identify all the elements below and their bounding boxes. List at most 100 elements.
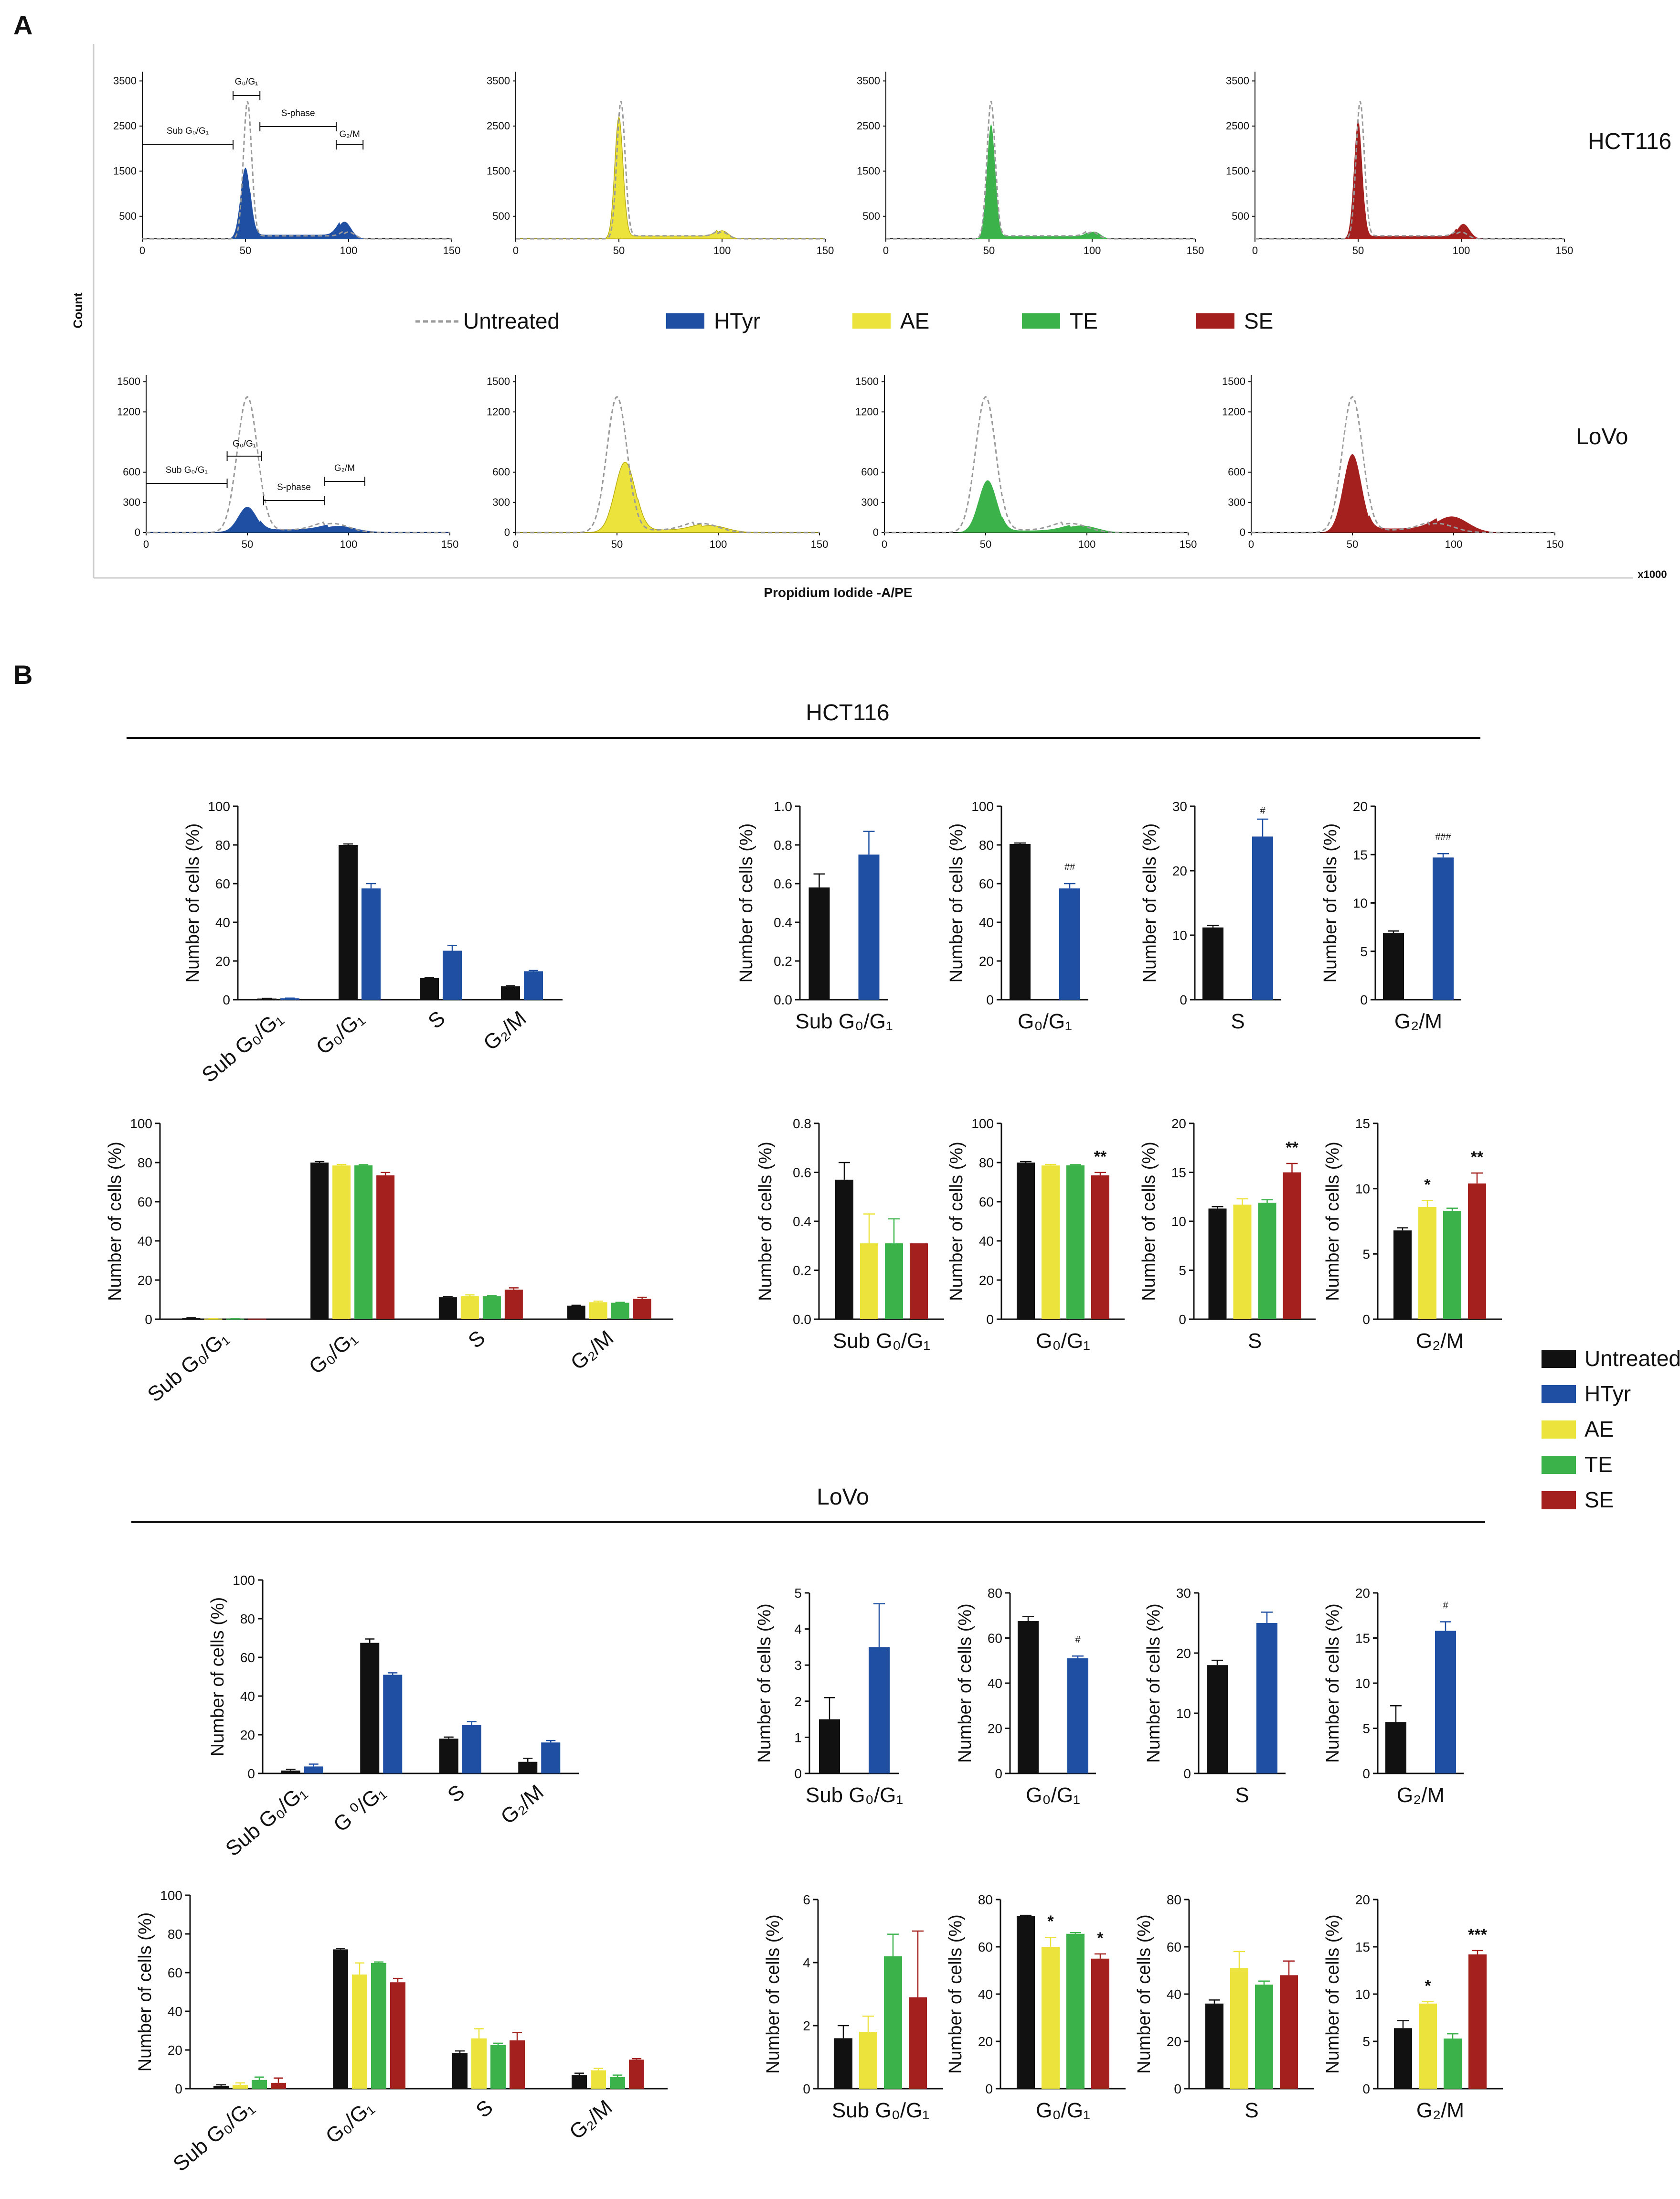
te-histogram (886, 124, 1195, 239)
significance-marker: * (1424, 1175, 1431, 1194)
bar-htyr-0 (280, 998, 299, 1000)
y-tick-label: 10 (1355, 1182, 1370, 1196)
chart-B-HCT116-G0G1-extracts: 0 20 40 60 80 100 Number of cells (%) ** G₀/G₁ (946, 1116, 1125, 1353)
x-category-label: G₀/G₁ (1036, 1329, 1090, 1353)
significance-marker: * (1047, 1912, 1054, 1931)
gate-bracket: G₂/M (336, 129, 364, 149)
y-axis-label: Number of cells (%) (736, 823, 756, 983)
ae-histogram (516, 116, 825, 239)
x-category-label: Sub G₀/G₁ (806, 1783, 903, 1807)
bar-te-2 (490, 2045, 506, 2089)
chart-B-LoVo-G0G1-HTyr: 0 20 40 60 80 Number of cells (%) # G₀/G₁ (955, 1586, 1096, 1807)
bar-htyr-2 (443, 950, 462, 1000)
bar-untreated (1383, 933, 1404, 1000)
bar-se-1 (390, 1982, 405, 2089)
y-tick-label: 40 (979, 915, 994, 930)
y-tick-label: 2500 (113, 120, 137, 132)
y-tick-label: 0 (1360, 993, 1368, 1007)
bar-se-1 (376, 1175, 395, 1319)
bar-te-0 (252, 2080, 267, 2089)
y-tick-label: 3500 (487, 75, 510, 86)
y-tick-label: 500 (492, 210, 510, 222)
x-tick-label: 0 (882, 538, 887, 550)
legend-label: AE (1584, 1417, 1614, 1441)
bar-se-3 (629, 2060, 644, 2089)
x-tick-label: 100 (1078, 538, 1096, 550)
bar-ae-2 (471, 2038, 487, 2089)
bar-se (1091, 1175, 1109, 1319)
bar-te (1443, 1211, 1461, 1319)
significance-marker: * (1425, 1977, 1431, 1995)
category-label: G ⁰/G₁ (329, 1780, 390, 1836)
panel-b-label: B (13, 660, 32, 690)
y-tick-label: 80 (168, 1927, 182, 1942)
bar-te (1258, 1203, 1276, 1319)
category-label: G₀/G₁ (305, 1326, 362, 1379)
y-tick-label: 0.4 (793, 1214, 811, 1229)
y-tick-label: 0 (223, 993, 230, 1007)
chart-B-HCT116-S-HTyr: 0 10 20 30 Number of cells (%) # S (1140, 799, 1281, 1033)
y-axis-label: Number of cells (%) (1134, 1914, 1154, 2074)
bar-untreated-2 (438, 1297, 457, 1319)
bar-untreated (834, 2038, 852, 2089)
bar-untreated (1394, 2028, 1412, 2089)
y-tick-label: 100 (971, 1116, 994, 1131)
bar-ae (1042, 1165, 1060, 1319)
panel-a-scale-label: x1000 (1637, 568, 1667, 580)
untreated-histogram (884, 395, 1188, 534)
bar-htyr (1433, 857, 1454, 1000)
panel-b-lovo-header: LoVo (817, 1484, 869, 1510)
bar-te (1066, 1165, 1085, 1319)
x-category-label: S (1248, 1329, 1262, 1353)
bar-ae (860, 1243, 878, 1319)
y-tick-label: 15 (1355, 1116, 1370, 1131)
chart-B-HCT116-SubG0G1-extracts: 0.0 0.2 0.4 0.6 0.8 Number of cells (%) Sub G₀… (755, 1116, 944, 1353)
untreated-histogram (1251, 395, 1555, 534)
x-tick-label: 150 (811, 538, 829, 550)
y-axis-label: Number of cells (%) (135, 1912, 155, 2072)
y-tick-label: 0.2 (793, 1263, 811, 1278)
category-label: G₀/G₁ (312, 1006, 369, 1059)
y-tick-label: 10 (1172, 928, 1187, 943)
y-axis-label: Number of cells (%) (755, 1603, 775, 1763)
y-tick-label: 1500 (117, 375, 140, 387)
legend-label: Untreated (1584, 1346, 1680, 1371)
y-tick-label: 20 (215, 954, 230, 969)
chart-B-LoVo-S-extracts: 0 20 40 60 80 Number of cells (%) S (1134, 1892, 1314, 2122)
x-category-label: S (1231, 1010, 1244, 1033)
bar-se-2 (510, 2040, 525, 2089)
y-tick-label: 60 (978, 1940, 993, 1954)
y-tick-label: 60 (979, 876, 994, 891)
panel-a-lovo-label: LoVo (1576, 424, 1628, 449)
y-tick-label: 0 (873, 526, 879, 538)
y-tick-label: 60 (138, 1195, 152, 1209)
category-label: Sub G₀/G₁ (197, 1006, 287, 1087)
y-tick-label: 0 (986, 1312, 994, 1327)
panel-a-count-label: Count (71, 292, 85, 328)
y-tick-label: 2500 (1226, 120, 1249, 132)
legend-a-se: SE (1196, 309, 1273, 333)
bar-untreated (1202, 927, 1223, 1000)
bar-te (1444, 2039, 1462, 2089)
y-axis-label: Number of cells (%) (1144, 1603, 1164, 1763)
legend-label: Untreated (463, 309, 560, 333)
bar-untreated-3 (518, 1761, 538, 1773)
significance-marker: # (1075, 1634, 1081, 1645)
bar-untreated (1017, 1163, 1035, 1319)
bar-htyr-2 (462, 1725, 481, 1773)
y-tick-label: 60 (1167, 1940, 1181, 1954)
y-tick-label: 500 (119, 210, 137, 222)
x-tick-label: 0 (513, 245, 519, 256)
bar-untreated-0 (281, 1770, 300, 1773)
y-axis-label: Number of cells (%) (946, 1914, 966, 2074)
y-tick-label: 0 (1179, 1312, 1186, 1327)
bar-htyr-1 (362, 888, 381, 1000)
y-tick-label: 600 (123, 466, 140, 478)
y-tick-label: 20 (1355, 1892, 1370, 1907)
y-tick-label: 1500 (855, 375, 879, 387)
gate-label: S-phase (281, 108, 315, 118)
chart-B-HCT116-SubG0G1-HTyr: 0.0 0.2 0.4 0.6 0.8 1.0 Number of cells (%) Sub… (736, 799, 893, 1033)
legend-swatch (1542, 1385, 1576, 1403)
y-tick-label: 20 (168, 2043, 182, 2058)
